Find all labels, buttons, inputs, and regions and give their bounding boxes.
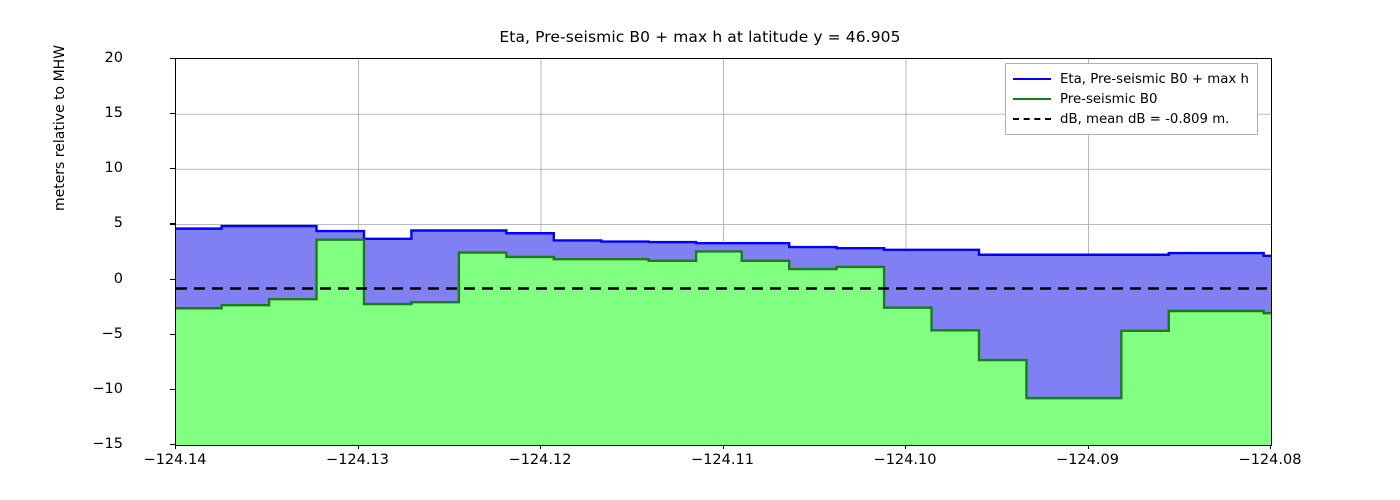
y-tick-label: 10 [104,160,123,177]
x-tick-mark [1087,444,1089,449]
y-tick-label: −5 [101,325,123,342]
x-tick-mark [175,444,177,449]
x-tick-label: −124.13 [326,452,389,468]
legend-item[interactable]: Eta, Pre-seismic B0 + max h [1013,69,1249,89]
y-tick-mark [170,223,175,225]
x-tick-mark [1270,444,1272,449]
legend-item-label: Eta, Pre-seismic B0 + max h [1060,71,1249,87]
b0-line [176,238,1271,400]
y-tick-label: 15 [104,105,123,122]
legend-line-swatch [1013,93,1051,105]
x-tick-label: −124.08 [1238,452,1302,468]
legend-line-swatch [1013,113,1051,125]
y-tick-label: −10 [92,380,123,397]
b0-area-fill [176,239,1271,445]
y-tick-mark [170,388,175,390]
eta-line [176,224,1271,258]
x-tick-label: −124.09 [1056,452,1119,468]
x-tick-mark [540,444,542,449]
y-axis-label: meters relative to MHW [52,44,68,212]
chart-title: Eta, Pre-seismic B0 + max h at latitude … [499,28,901,46]
x-tick-label: −124.10 [873,452,937,468]
legend-item[interactable]: Pre-seismic B0 [1013,89,1249,109]
legend-box[interactable]: Eta, Pre-seismic B0 + max h Pre-seismic B… [1005,63,1258,135]
y-tick-label: −15 [92,436,123,452]
legend-item[interactable]: dB, mean dB = -0.809 m. [1013,109,1249,129]
y-tick-mark [170,113,175,115]
legend-item-label: dB, mean dB = -0.809 m. [1060,111,1230,127]
plot-graphics [176,59,1271,445]
x-tick-label: −124.12 [508,452,572,468]
x-tick-mark [357,444,359,449]
y-tick-mark [170,278,175,280]
y-tick-mark [170,168,175,170]
x-tick-mark [905,444,907,449]
y-tick-mark [170,58,175,60]
legend-item-label: Pre-seismic B0 [1060,91,1158,107]
y-tick-mark [170,444,175,446]
y-tick-label: 20 [104,50,123,66]
y-tick-label: 5 [113,215,123,232]
y-tick-mark [170,333,175,335]
x-tick-label: −124.11 [691,452,754,468]
x-tick-label: −124.14 [143,452,207,468]
x-tick-mark [722,444,724,449]
legend-line-swatch [1013,73,1051,85]
y-tick-label: 0 [113,270,123,287]
